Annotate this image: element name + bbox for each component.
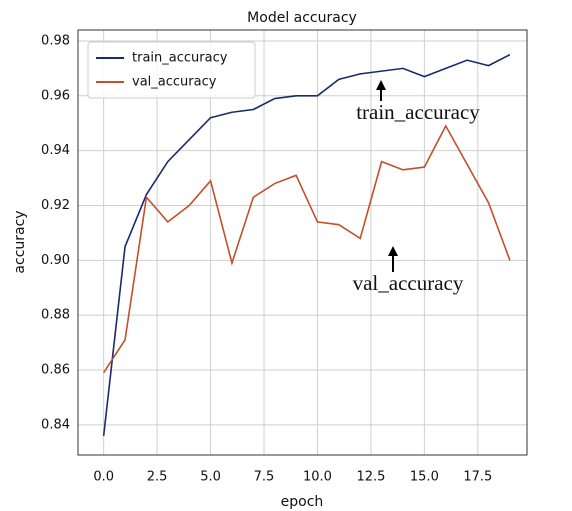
y-tick-label: 0.96: [41, 88, 70, 103]
y-tick-label: 0.84: [41, 417, 70, 432]
y-tick-label: 0.86: [41, 363, 70, 378]
x-tick-label: 7.5: [254, 470, 275, 485]
line-series: [102, 124, 511, 374]
legend-label: train_accuracy: [132, 51, 228, 66]
x-tick-label: 12.5: [356, 470, 385, 485]
arrow: [376, 80, 386, 101]
annotation: val_accuracy: [353, 271, 464, 295]
y-axis-label: accuracy: [12, 210, 28, 273]
arrow: [388, 246, 398, 272]
legend-label: val_accuracy: [132, 75, 217, 90]
x-tick-label: 17.5: [463, 470, 492, 485]
x-tick-label: 2.5: [147, 470, 168, 485]
y-tick-label: 0.88: [41, 308, 70, 323]
x-tick-label: 5.0: [200, 470, 221, 485]
x-tick-label: 10.0: [303, 470, 332, 485]
annotation: train_accuracy: [356, 100, 480, 124]
y-tick-label: 0.92: [41, 198, 70, 213]
y-tick-label: 0.94: [41, 143, 70, 158]
plot-area: [78, 30, 527, 455]
x-axis-label: epoch: [281, 494, 324, 510]
x-tick-label: 15.0: [410, 470, 439, 485]
x-tick-label: 0.0: [93, 470, 114, 485]
y-tick-label: 0.90: [41, 253, 70, 268]
legend-box: [87, 41, 256, 99]
chart-title: Model accuracy: [247, 10, 357, 26]
line-series: [102, 53, 511, 436]
plot-frame: [77, 29, 528, 456]
y-tick-label: 0.98: [41, 33, 70, 48]
